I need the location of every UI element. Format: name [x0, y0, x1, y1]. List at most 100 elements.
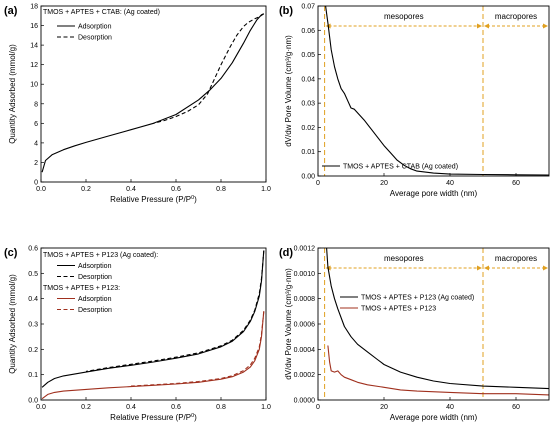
y-tick-label: 0.04 — [301, 76, 315, 83]
plot-frame — [317, 247, 550, 401]
legend-entry: TMOS + APTES + P123 — [361, 306, 436, 313]
series-group — [325, 6, 549, 176]
legend-entry: TMOS + APTES + CTAB (Ag coated) — [343, 164, 458, 171]
legend-title: TMOS + APTES + CTAB: (Ag coated) — [43, 9, 160, 16]
y-tick-label: 0.0008 — [294, 296, 316, 303]
y-tick-label: 12 — [30, 62, 38, 69]
x-tick-label: 0.4 — [126, 186, 136, 193]
panel-label: (c) — [4, 247, 18, 259]
y-tick-label: 4 — [34, 140, 38, 147]
series-line-0 — [41, 250, 265, 388]
panel-a: (a) 0.0 0.2 0.4 0.6 0.8 1.0 0 2 4 6 8 10 12 14 16 18 Rela… — [4, 4, 271, 205]
legend-entry: Adsorption — [78, 296, 112, 303]
x-axis-label: Relative Pressure (P/P0) — [110, 413, 197, 422]
series-line-1 — [327, 345, 549, 396]
y-tick-label: 0.0012 — [294, 246, 316, 253]
x-tick-label: 20 — [380, 404, 388, 411]
mesopores-label: mesopores — [384, 12, 424, 21]
series-line-3 — [130, 311, 265, 387]
legend-entry: Desorption — [78, 307, 112, 314]
x-tick-label: 0.2 — [81, 404, 91, 411]
y-tick-label: 16 — [30, 23, 38, 30]
x-tick-label: 0.4 — [126, 404, 136, 411]
y-tick-label: 0.4 — [28, 296, 38, 303]
legend-entry: Adsorption — [78, 263, 112, 270]
x-tick-label: 0 — [316, 180, 320, 187]
y-tick-label: 0.0002 — [294, 372, 316, 379]
x-tick-label: 0.0 — [36, 404, 46, 411]
plot-frame — [40, 5, 267, 183]
series-group — [326, 248, 549, 396]
y-tick-label: 0.0010 — [294, 271, 316, 278]
panel-d: (d) 0 20 40 60 0.0000 0.0002 0.0004 0.0006 0.0008… — [279, 246, 550, 422]
x-tick-label: 40 — [446, 404, 454, 411]
series-group — [41, 13, 265, 173]
x-tick-label: 0 — [316, 404, 320, 411]
y-axis-label: dV/dw Pore Volume (cm³/g·nm) — [284, 35, 293, 147]
macropores-label: macropores — [495, 254, 537, 263]
legend-entry: Adsorption — [78, 24, 112, 31]
series-line-2 — [41, 311, 265, 400]
series-group — [41, 250, 265, 400]
legend-entry: Desorption — [78, 274, 112, 281]
x-tick-label: 60 — [512, 404, 520, 411]
macropores-arrow-head — [543, 23, 548, 29]
macropores-arrow-head — [543, 265, 548, 271]
y-axis-label: dV/dw Pore Volume (cm³/g·nm) — [284, 268, 293, 380]
y-axis-label: Quantity Adsorbed (mmol/g) — [8, 44, 17, 144]
x-tick-label: 0.0 — [36, 186, 46, 193]
macropores-arrow-head — [484, 23, 489, 29]
y-tick-label: 6 — [34, 121, 38, 128]
y-tick-label: 2 — [34, 160, 38, 167]
x-tick-label: 0.8 — [216, 186, 226, 193]
x-tick-label: 0.6 — [171, 404, 181, 411]
y-tick-label: 0.07 — [301, 4, 315, 11]
x-tick-label: 1.0 — [261, 186, 271, 193]
y-axis-label: Quantity Adsorbed (mmol/g) — [8, 274, 17, 374]
y-tick-label: 0.0 — [28, 398, 38, 405]
x-axis-label: Average pore width (nm) — [390, 413, 478, 422]
mesopores-arrow-head — [477, 23, 482, 29]
x-tick-label: 0.8 — [216, 404, 226, 411]
y-tick-label: 10 — [30, 82, 38, 89]
series-line-0 — [326, 248, 549, 390]
macropores-arrow-head — [484, 265, 489, 271]
y-tick-label: 8 — [34, 101, 38, 108]
plot-frame — [40, 247, 267, 401]
panel-c: (c) 0.0 0.2 0.4 0.6 0.8 1.0 0.0 0.1 0.2 0.3 0.4 0.5 0… — [4, 246, 271, 423]
y-tick-label: 0.02 — [301, 125, 315, 132]
x-tick-label: 60 — [512, 180, 520, 187]
y-tick-label: 0.00 — [301, 174, 315, 181]
series-line-1 — [153, 13, 265, 124]
y-tick-label: 0.1 — [28, 372, 38, 379]
legend-entry: TMOS + APTES + P123 (Ag coated) — [361, 295, 474, 302]
y-tick-label: 0.5 — [28, 271, 38, 278]
mesopores-label: mesopores — [384, 254, 424, 263]
x-axis-label: Average pore width (nm) — [390, 189, 478, 198]
y-tick-label: 0.3 — [28, 322, 38, 329]
y-tick-label: 0.0004 — [294, 347, 316, 354]
series-line-1 — [85, 250, 265, 372]
legend-entry: Desorption — [78, 35, 112, 42]
y-tick-label: 18 — [30, 4, 38, 11]
y-tick-label: 0.6 — [28, 246, 38, 253]
x-tick-label: 0.6 — [171, 186, 181, 193]
x-tick-label: 40 — [446, 180, 454, 187]
series-line-0 — [325, 6, 549, 176]
plot-frame — [317, 5, 550, 177]
series-line-0 — [41, 13, 265, 173]
legend-group-title: TMOS + APTES + P123 (Ag coated): — [43, 252, 158, 259]
y-tick-label: 14 — [30, 43, 38, 50]
y-tick-label: 0.03 — [301, 101, 315, 108]
y-tick-label: 0.05 — [301, 52, 315, 59]
x-tick-label: 0.2 — [81, 186, 91, 193]
panel-label: (b) — [279, 5, 293, 17]
y-tick-label: 0.0006 — [294, 322, 316, 329]
y-tick-label: 0.01 — [301, 149, 315, 156]
y-tick-label: 0.0000 — [294, 398, 316, 405]
mesopores-arrow-head — [477, 265, 482, 271]
y-tick-label: 0 — [34, 180, 38, 187]
panel-b: (b) 0 20 40 60 0.00 0.01 0.02 0.03 0.04 0.05 0.06 0.… — [279, 4, 550, 198]
x-tick-label: 1.0 — [261, 404, 271, 411]
